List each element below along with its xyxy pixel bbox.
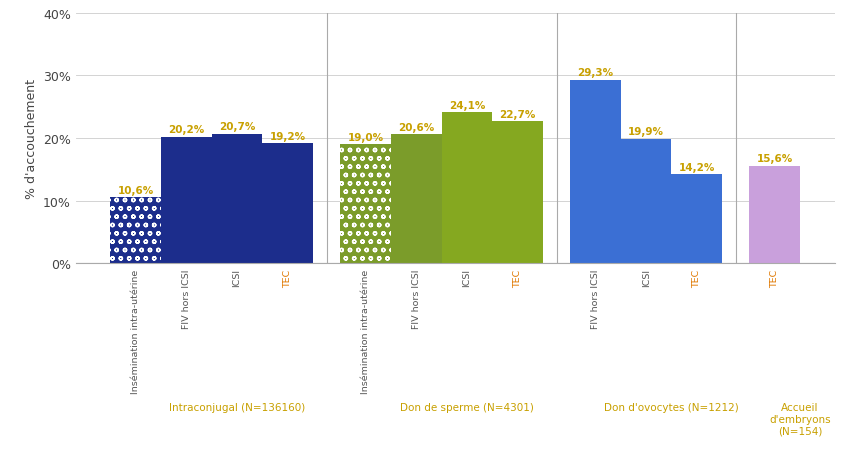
Bar	[110, 197, 161, 264]
Bar	[492, 122, 543, 264]
Text: 22,7%: 22,7%	[499, 109, 536, 119]
Text: 14,2%: 14,2%	[679, 162, 715, 172]
Bar	[442, 113, 492, 264]
Text: 19,9%: 19,9%	[628, 127, 664, 137]
Y-axis label: % d'accouchement: % d'accouchement	[24, 79, 38, 199]
Text: Don de sperme (N=4301): Don de sperme (N=4301)	[400, 403, 534, 413]
Bar	[341, 145, 391, 264]
Bar	[570, 81, 620, 264]
Bar	[262, 144, 313, 264]
Text: 19,2%: 19,2%	[270, 131, 306, 142]
Text: 20,6%: 20,6%	[398, 122, 434, 132]
Text: 19,0%: 19,0%	[347, 132, 384, 142]
Text: Accueil
d'embryons
(N=154): Accueil d'embryons (N=154)	[770, 403, 831, 435]
Bar	[672, 175, 722, 264]
Text: 20,2%: 20,2%	[169, 125, 205, 135]
Text: 15,6%: 15,6%	[757, 154, 793, 164]
Text: 20,7%: 20,7%	[219, 122, 255, 132]
Text: Don d'ovocytes (N=1212): Don d'ovocytes (N=1212)	[604, 403, 738, 413]
Text: 24,1%: 24,1%	[448, 101, 485, 111]
Bar	[391, 135, 442, 264]
Text: 10,6%: 10,6%	[117, 185, 153, 195]
Text: 29,3%: 29,3%	[577, 68, 614, 78]
Bar	[212, 134, 262, 264]
Bar	[620, 139, 672, 264]
Bar	[341, 145, 391, 264]
Bar	[161, 137, 212, 264]
Text: Intraconjugal (N=136160): Intraconjugal (N=136160)	[169, 403, 305, 413]
Bar	[110, 197, 161, 264]
Bar	[749, 167, 800, 264]
